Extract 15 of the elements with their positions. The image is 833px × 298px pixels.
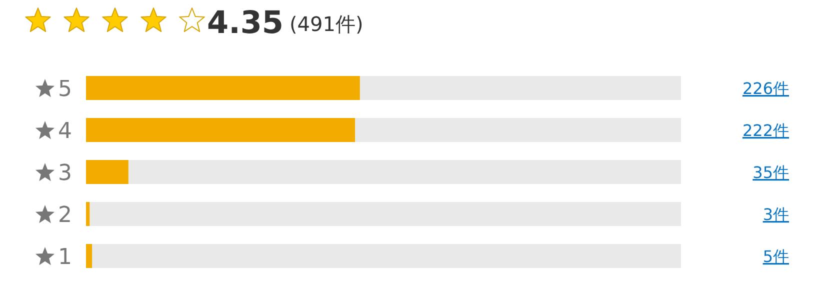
chart-subtitle: (491件) (290, 12, 364, 36)
data-label: 222件 (742, 121, 789, 140)
data-label: 226件 (742, 79, 789, 98)
y-tick-label: 2 (58, 203, 72, 228)
data-label: 35件 (752, 163, 789, 182)
data-label: 3件 (762, 205, 789, 224)
y-tick-label: 3 (58, 161, 72, 186)
y-tick-label: 1 (58, 245, 72, 270)
data-label: 5件 (762, 247, 789, 266)
y-tick-label: 5 (58, 77, 72, 102)
chart-title: 4.35 (207, 5, 284, 41)
bar (86, 202, 90, 226)
bar (86, 160, 128, 184)
bar (86, 244, 92, 268)
y-tick-label: 4 (58, 119, 72, 144)
